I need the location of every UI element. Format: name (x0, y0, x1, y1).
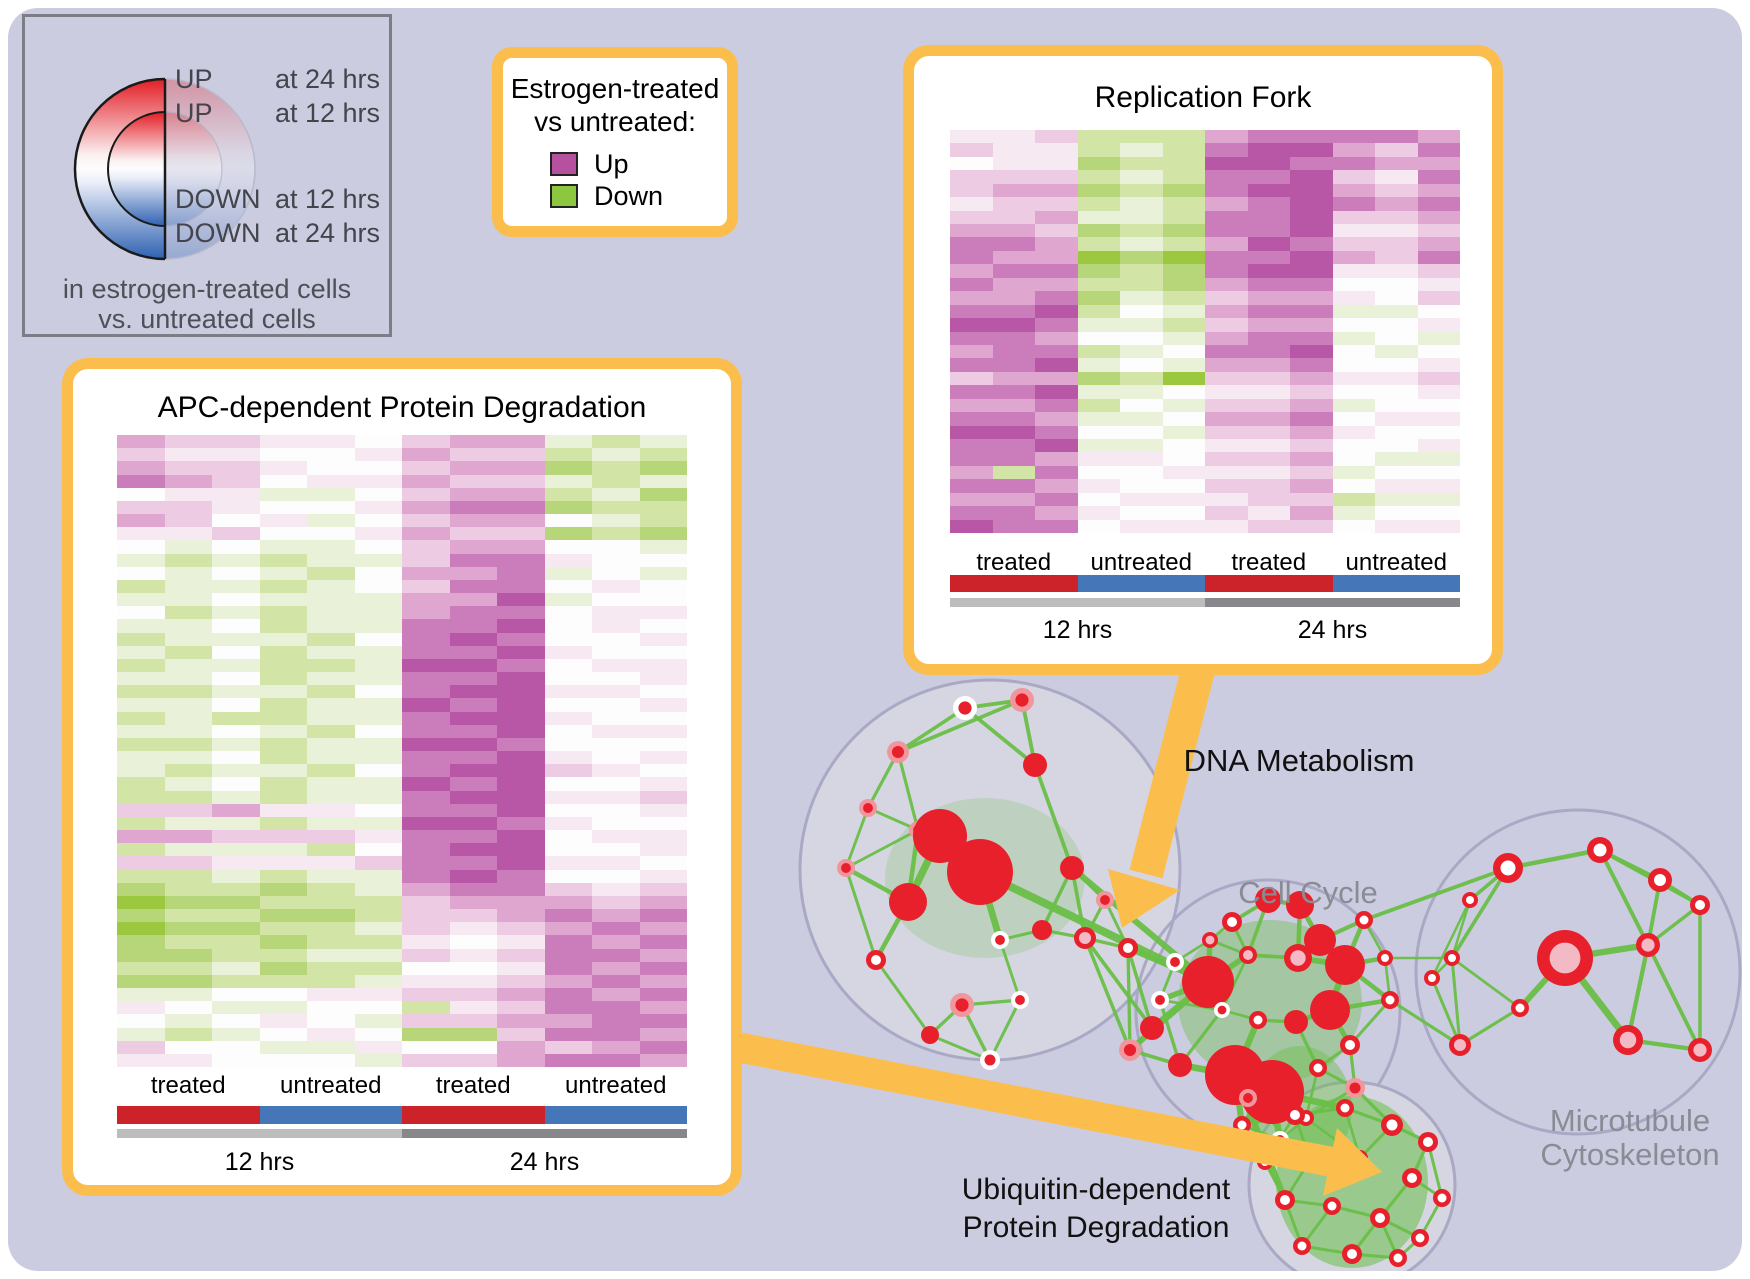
updown-circle-legend: UP at 24 hrs UP at 12 hrs DOWN at 12 hrs… (22, 14, 392, 337)
group-label-untreated: untreated (1345, 549, 1447, 576)
group-label-treated: treated (435, 1072, 511, 1099)
legend-footer-line2: vs. untreated cells (98, 304, 316, 334)
up-magenta-swatch-icon (550, 152, 578, 176)
apc-time-bar (117, 1129, 687, 1138)
time-24h-bar (402, 1129, 687, 1138)
treated-red-bar (402, 1106, 545, 1124)
apc-heatmap-panel: APC-dependent Protein Degradation treate… (62, 358, 742, 1196)
group-label-untreated: untreated (565, 1072, 667, 1099)
time-12h-bar (117, 1129, 402, 1138)
apc-group-labels: treated untreated treated untreated (117, 1072, 687, 1100)
figure-margin (0, 0, 1750, 8)
legend-word: UP (175, 98, 213, 128)
microtubule-label-line1: Microtubule (1549, 1103, 1711, 1138)
time-label-12hrs: 12 hrs (1042, 616, 1113, 644)
time-label-24hrs: 24 hrs (509, 1148, 580, 1176)
legend-time: at 12 hrs (274, 184, 380, 214)
legend-word: DOWN (175, 218, 261, 248)
rf-group-labels: treated untreated treated untreated (950, 549, 1460, 577)
untreated-blue-bar (1077, 575, 1205, 592)
legend-row-up-12: UP at 12 hrs (175, 99, 380, 127)
untreated-blue-bar (544, 1106, 687, 1124)
replication-fork-heatmap-panel: Replication Fork treated untreated treat… (903, 45, 1503, 675)
cell-cycle-label: Cell Cycle (1238, 875, 1378, 910)
rf-time-bar (950, 598, 1460, 607)
untreated-blue-bar (1332, 575, 1460, 592)
legend-item-label: Down (594, 180, 664, 211)
treated-red-bar (950, 575, 1078, 592)
ubiquitin-label-line1: Ubiquitin-dependent (961, 1173, 1231, 1206)
legend-footer-line1: in estrogen-treated cells (62, 274, 352, 304)
apc-panel-title: APC-dependent Protein Degradation (157, 391, 647, 424)
legend-row-down-12: DOWN at 12 hrs (175, 185, 380, 213)
group-label-untreated: untreated (280, 1072, 382, 1099)
treated-red-bar (117, 1106, 260, 1124)
estrogen-color-legend: Estrogen-treated vs untreated: Up Down (492, 47, 738, 237)
estrogen-legend-title-line1: Estrogen-treated (510, 73, 720, 104)
group-label-untreated: untreated (1090, 549, 1192, 576)
apc-heatmap (117, 435, 687, 1067)
legend-item-label: Up (594, 148, 629, 179)
figure-margin (1742, 0, 1750, 1279)
time-12h-bar (950, 598, 1205, 607)
time-24h-bar (1205, 598, 1460, 607)
replication-fork-heatmap (950, 130, 1460, 533)
apc-treatment-colorbar (117, 1106, 687, 1124)
treated-red-bar (1205, 575, 1333, 592)
group-label-treated: treated (150, 1072, 226, 1099)
figure-margin (0, 0, 8, 1279)
down-green-swatch-icon (550, 184, 578, 208)
time-label-12hrs: 12 hrs (224, 1148, 295, 1176)
untreated-blue-bar (259, 1106, 402, 1124)
legend-time: at 24 hrs (274, 218, 380, 248)
time-label-24hrs: 24 hrs (1297, 616, 1368, 644)
legend-item-up: Up (550, 148, 680, 180)
legend-row-down-24: DOWN at 24 hrs (175, 219, 380, 247)
figure-margin (0, 1271, 1750, 1279)
group-label-treated: treated (976, 549, 1052, 576)
estrogen-legend-title-line2: vs untreated: (534, 106, 696, 137)
dna-metabolism-label: DNA Metabolism (1183, 743, 1415, 778)
apc-time-labels: 12 hrs 24 hrs (117, 1148, 687, 1177)
legend-word: DOWN (175, 184, 261, 214)
rf-treatment-colorbar (950, 575, 1460, 592)
group-label-treated: treated (1231, 549, 1307, 576)
legend-time: at 24 hrs (274, 64, 380, 94)
rf-time-labels: 12 hrs 24 hrs (950, 616, 1460, 645)
legend-time: at 12 hrs (274, 98, 380, 128)
legend-row-up-24: UP at 24 hrs (175, 65, 380, 93)
microtubule-label-line2: Cytoskeleton (1540, 1137, 1720, 1172)
ubiquitin-label-line2: Protein Degradation (962, 1211, 1230, 1244)
updown-gradient-circles-icon (73, 77, 256, 261)
legend-word: UP (175, 64, 213, 94)
legend-item-down: Down (550, 180, 680, 212)
rf-panel-title: Replication Fork (1094, 81, 1312, 114)
